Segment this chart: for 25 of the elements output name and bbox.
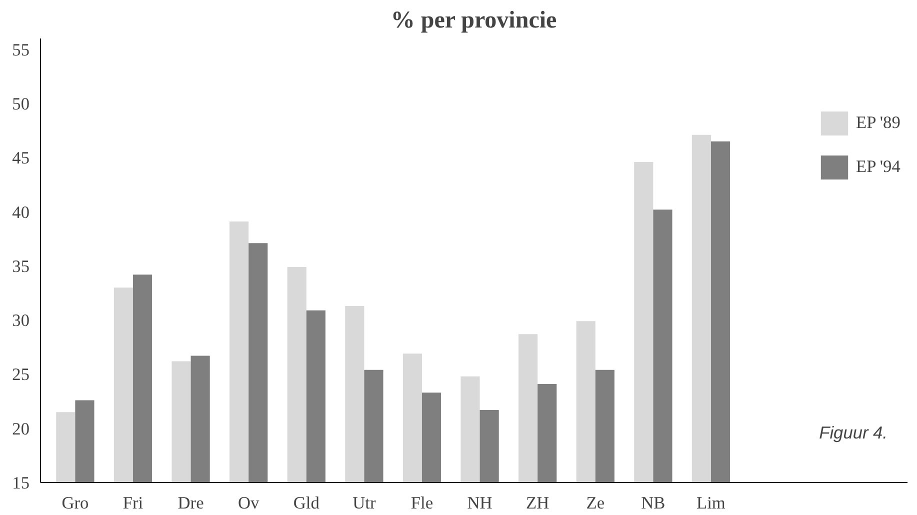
y-tick-label: 15 [12, 474, 30, 492]
x-tick-label: Dre [178, 494, 204, 512]
x-tick-label: Fri [122, 494, 144, 512]
x-tick-label: Utr [352, 494, 376, 512]
x-tick-label: ZH [526, 494, 550, 512]
x-tick-label: Ov [238, 494, 260, 512]
y-tick-label: 25 [12, 365, 30, 384]
x-tick-label: Ze [586, 494, 605, 512]
x-tick-label: NB [641, 494, 666, 512]
y-tick-label: 20 [12, 419, 30, 438]
chart-title: % per provincie [390, 8, 558, 34]
legend-label: EP '94 [856, 157, 900, 177]
y-tick-label: 35 [12, 256, 30, 276]
x-tick-label: NH [467, 494, 492, 512]
text: Figuur 4. [819, 422, 888, 442]
y-tick-label: 50 [12, 94, 30, 114]
x-tick-label: Gro [62, 494, 89, 512]
x-tick-label: Gld [293, 494, 320, 512]
y-tick-label: 40 [12, 202, 30, 222]
y-tick-label: 45 [12, 148, 30, 168]
y-tick-label: 55 [12, 40, 30, 60]
legend-label: EP '89 [856, 113, 900, 133]
x-tick-label: Fle [410, 494, 434, 512]
x-tick-label: Lim [696, 494, 726, 512]
y-tick-label: 30 [12, 311, 30, 330]
